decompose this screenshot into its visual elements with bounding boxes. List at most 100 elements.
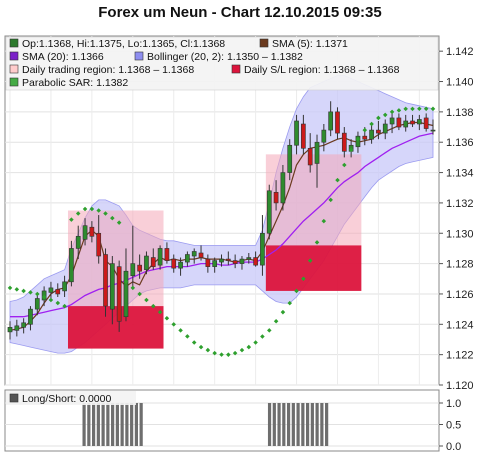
sma20-swatch	[9, 51, 19, 61]
y-tick-label: 1.122	[446, 350, 474, 362]
candle-body	[389, 117, 395, 125]
candle-body	[328, 111, 334, 131]
candle	[423, 113, 429, 132]
sar-point	[35, 291, 40, 297]
candle	[123, 248, 129, 322]
sar-point	[328, 197, 333, 203]
long-short-bar	[272, 403, 276, 446]
candle	[273, 180, 279, 211]
candle	[191, 248, 197, 264]
sar-point	[205, 347, 211, 353]
y-tick-label: 1.0	[446, 398, 461, 410]
sar-point	[164, 315, 170, 321]
long-short-bar	[282, 403, 286, 446]
long-short-bar	[325, 403, 329, 446]
candle-body	[314, 141, 320, 164]
candle	[321, 124, 327, 152]
candle-body	[410, 120, 415, 125]
y-tick-label: 1.132	[446, 198, 474, 210]
long-short-bar	[291, 403, 295, 446]
chart-title: Forex um Neun - Chart 12.10.2015 09:35	[98, 4, 382, 21]
candle	[266, 184, 272, 240]
sar-point	[355, 136, 361, 142]
candle	[410, 114, 415, 128]
candle	[21, 318, 26, 334]
candle	[294, 114, 299, 155]
sar-point	[376, 115, 381, 121]
sar-point	[294, 288, 299, 294]
candle	[355, 131, 361, 153]
candle	[109, 256, 115, 325]
candle-body	[82, 225, 88, 240]
long-short-bar	[130, 403, 134, 446]
y-tick-label: 1.130	[446, 228, 474, 240]
candles	[7, 101, 436, 340]
sl-region	[67, 306, 164, 349]
long-short-bar	[277, 403, 281, 446]
sar-point	[151, 303, 156, 309]
candle-body	[423, 117, 429, 129]
candle	[34, 293, 40, 316]
lower-legend: Long/Short: 0.0000	[6, 391, 136, 405]
candle-body	[273, 191, 279, 204]
candle-body	[246, 257, 252, 260]
candle	[239, 256, 245, 270]
candle-body	[157, 248, 163, 266]
y-tick-label: 0.0	[446, 441, 461, 453]
range-legend-label: Daily trading region: 1.1368 – 1.1368	[22, 64, 194, 76]
candle	[417, 114, 422, 131]
candle	[328, 101, 334, 137]
sar-legend-label: Parabolic SAR: 1.1382	[22, 77, 128, 89]
candle	[75, 225, 81, 260]
candle	[219, 254, 224, 267]
sar-point	[239, 347, 245, 353]
candle	[178, 257, 183, 276]
candle-body	[178, 261, 183, 269]
sar-point	[273, 319, 279, 324]
candle	[103, 248, 108, 317]
candle-body	[55, 289, 61, 295]
range-swatch	[9, 64, 19, 74]
candle	[232, 254, 238, 269]
lower-legend-box	[6, 391, 136, 405]
candle-body	[403, 120, 409, 128]
sar-point	[280, 309, 286, 315]
y-tick-label: 1.126	[446, 289, 474, 301]
candle-body	[294, 120, 299, 146]
candle	[157, 245, 163, 270]
boll-swatch	[134, 51, 144, 61]
candle	[198, 245, 204, 261]
y-tick-label: 1.120	[446, 380, 474, 392]
candle	[144, 251, 149, 275]
candle	[376, 120, 381, 140]
candle	[82, 218, 88, 246]
candle	[28, 306, 33, 331]
candle-body	[219, 258, 224, 263]
candle	[130, 225, 136, 287]
sar-point	[130, 285, 136, 291]
candle	[335, 107, 340, 140]
long-short-swatch	[9, 393, 19, 403]
sar-point	[116, 220, 122, 225]
candle-body	[164, 248, 170, 261]
sar-point	[369, 121, 374, 127]
candle-body	[430, 129, 436, 132]
long-short-bar	[310, 403, 314, 446]
candle-body	[116, 266, 122, 322]
candle	[396, 113, 402, 131]
candle-body	[362, 135, 368, 140]
y-tick-label: 1.136	[446, 137, 474, 149]
candle-body	[266, 190, 272, 234]
candle-body	[225, 258, 231, 261]
candle-body	[239, 258, 245, 264]
candle	[116, 260, 122, 332]
y-tick-label: 1.128	[446, 259, 474, 271]
candle-body	[28, 308, 33, 325]
candle-body	[75, 235, 81, 249]
candle-body	[89, 226, 95, 237]
long-short-bars	[82, 403, 329, 446]
long-short-bar	[115, 403, 119, 446]
long-short-bar	[87, 403, 91, 446]
candle	[369, 124, 374, 144]
